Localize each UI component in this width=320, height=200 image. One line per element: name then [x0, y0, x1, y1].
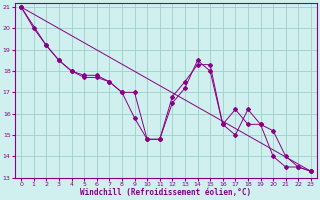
X-axis label: Windchill (Refroidissement éolien,°C): Windchill (Refroidissement éolien,°C): [80, 188, 252, 197]
